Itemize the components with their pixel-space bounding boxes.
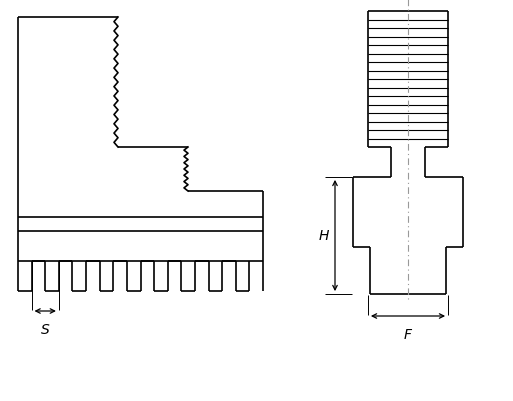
Text: F: F xyxy=(404,327,412,341)
Text: S: S xyxy=(41,322,50,336)
Text: H: H xyxy=(319,229,329,243)
